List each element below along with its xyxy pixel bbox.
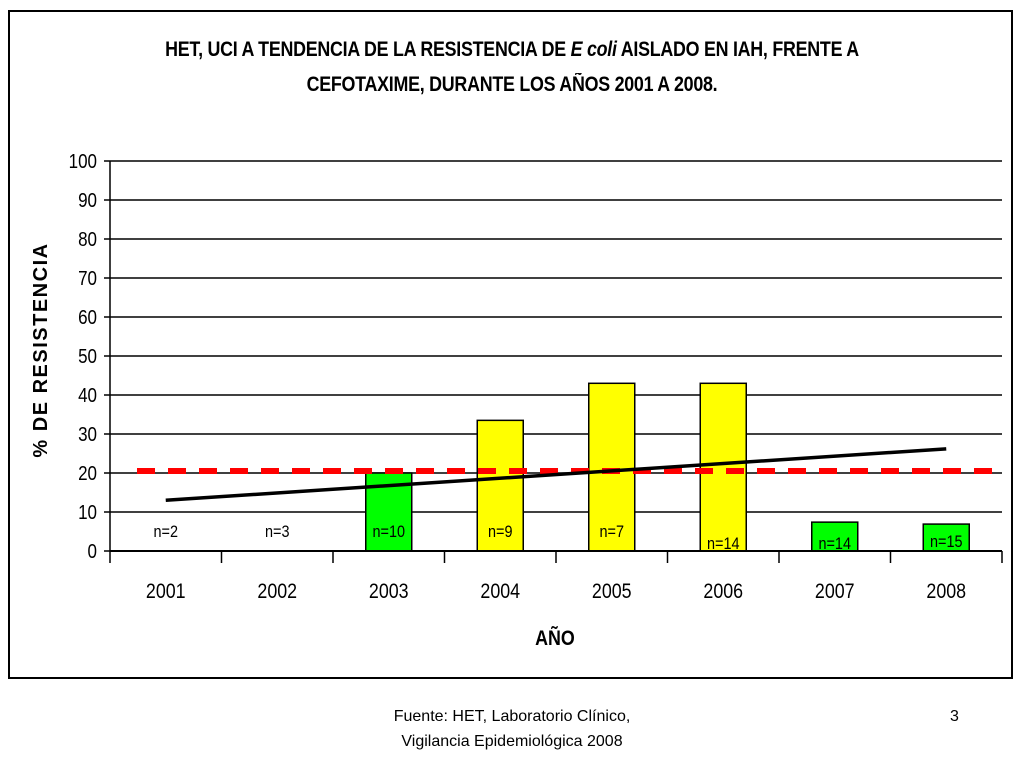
x-tick-label: 2002 bbox=[257, 580, 297, 604]
bar-2005 bbox=[588, 382, 636, 552]
x-tick-label: 2008 bbox=[926, 580, 966, 604]
chart-title-line1: HET, UCI A TENDENCIA DE LA RESISTENCIA D… bbox=[77, 38, 947, 62]
x-tick-label: 2007 bbox=[815, 580, 855, 604]
x-axis-title: AÑO bbox=[535, 626, 575, 651]
bar-label: n=3 bbox=[265, 523, 290, 541]
y-tick-label: 20 bbox=[78, 462, 97, 485]
x-tick-label: 2006 bbox=[703, 580, 743, 604]
bar-label: n=9 bbox=[488, 523, 513, 541]
bar-label: n=14 bbox=[818, 535, 851, 553]
x-tick-label: 2005 bbox=[592, 580, 632, 604]
y-tick-label: 90 bbox=[78, 189, 97, 212]
title-text: HET, UCI A TENDENCIA DE LA RESISTENCIA D… bbox=[165, 38, 571, 61]
y-tick-label: 50 bbox=[78, 345, 97, 368]
slide-frame bbox=[8, 10, 1013, 679]
bar-label: n=15 bbox=[930, 533, 963, 551]
bar-2006 bbox=[699, 382, 747, 552]
x-tick-label: 2004 bbox=[480, 580, 520, 604]
y-tick-label: 0 bbox=[88, 540, 97, 563]
x-tick-label: 2003 bbox=[369, 580, 409, 604]
footer-source-2: Vigilancia Epidemiológica 2008 bbox=[401, 733, 623, 750]
y-tick-label: 60 bbox=[78, 306, 97, 329]
x-tick-label: 2001 bbox=[146, 580, 186, 604]
y-tick-label: 10 bbox=[78, 501, 97, 524]
trend-line bbox=[165, 447, 947, 503]
y-tick-label: 40 bbox=[78, 384, 97, 407]
y-tick-label: 70 bbox=[78, 267, 97, 290]
y-tick-label: 100 bbox=[69, 150, 97, 173]
y-tick-label: 80 bbox=[78, 228, 97, 251]
bar-2007 bbox=[811, 521, 859, 552]
bar-label: n=2 bbox=[153, 523, 178, 541]
footer-source: Fuente: HET, Laboratorio Clínico, bbox=[393, 708, 631, 725]
y-tick-label: 30 bbox=[78, 423, 97, 446]
bar-2004 bbox=[476, 419, 524, 552]
bar-label: n=10 bbox=[372, 523, 405, 541]
bar-label: n=7 bbox=[599, 523, 624, 541]
page-number: 3 bbox=[950, 708, 959, 725]
title-italic: E coli bbox=[570, 38, 617, 61]
chart-title-line2: CEFOTAXIME, DURANTE LOS AÑOS 2001 A 2008… bbox=[306, 73, 718, 96]
title-text: AISLADO EN IAH, FRENTE A bbox=[616, 38, 859, 61]
y-axis-title: % DE RESISTENCIA bbox=[30, 242, 52, 457]
bar-label: n=14 bbox=[707, 535, 740, 553]
